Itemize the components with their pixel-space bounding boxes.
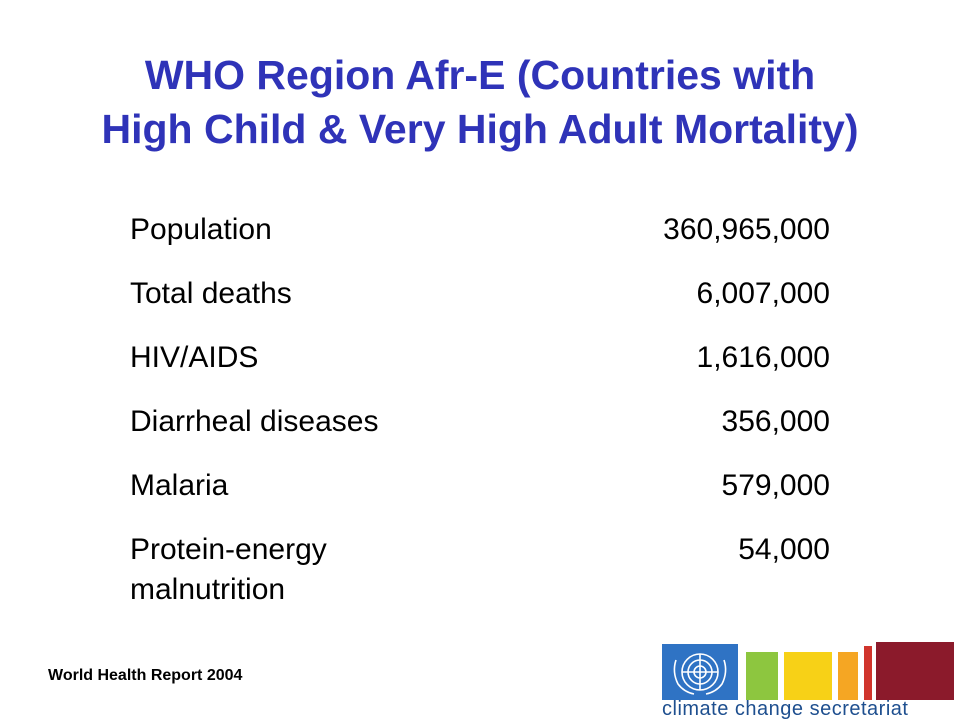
row-label: Malaria <box>130 469 229 502</box>
row-label: HIV/AIDS <box>130 341 259 374</box>
un-emblem-icon <box>673 653 727 695</box>
row-value: 6,007,000 <box>696 277 830 310</box>
table-row: Malaria 579,000 <box>130 466 830 530</box>
climate-change-secretariat-logo: climate change secretariat <box>662 638 954 720</box>
row-label: Total deaths <box>130 277 292 310</box>
row-value: 360,965,000 <box>663 213 830 246</box>
logo-bar-green <box>746 652 778 700</box>
table-row: Population 360,965,000 <box>130 210 830 274</box>
table-row: Total deaths 6,007,000 <box>130 274 830 338</box>
slide-title: WHO Region Afr-E (Countries with High Ch… <box>0 48 960 156</box>
logo-bar-orange <box>838 652 858 700</box>
logo-text: climate change secretariat <box>662 698 909 720</box>
row-value: 54,000 <box>738 533 830 566</box>
mortality-table: Population 360,965,000 Total deaths 6,00… <box>130 210 830 620</box>
row-label: Protein-energy malnutrition <box>130 533 327 606</box>
table-row: HIV/AIDS 1,616,000 <box>130 338 830 402</box>
source-citation: World Health Report 2004 <box>48 667 243 684</box>
row-value: 1,616,000 <box>696 341 830 374</box>
row-value: 579,000 <box>721 469 830 502</box>
title-line-1: WHO Region Afr-E (Countries with <box>144 52 816 98</box>
table-row: Diarrheal diseases 356,000 <box>130 402 830 466</box>
logo-bar-yellow <box>784 652 832 700</box>
title-line-2: High Child & Very High Adult Mortality) <box>101 106 859 152</box>
row-label: Population <box>130 213 272 246</box>
logo-bar-maroon <box>876 642 954 700</box>
logo-bar-red <box>864 646 872 700</box>
row-value: 356,000 <box>721 405 830 438</box>
row-label: Diarrheal diseases <box>130 405 379 438</box>
table-row: Protein-energy malnutrition 54,000 <box>130 530 830 620</box>
logo-graphic <box>662 642 954 700</box>
